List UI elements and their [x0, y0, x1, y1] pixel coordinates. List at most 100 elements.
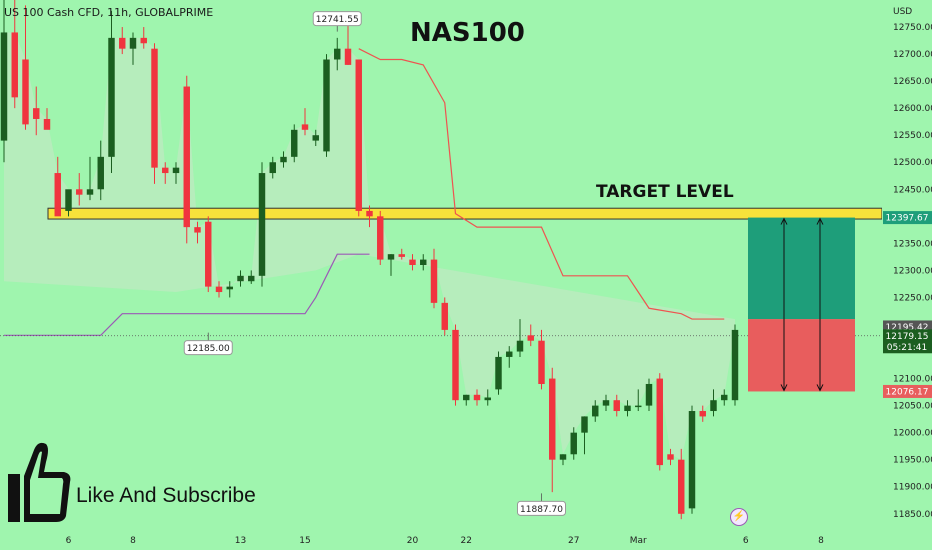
candle-body: [452, 329, 459, 401]
x-tick-label: 27: [568, 536, 579, 546]
price-axis: [882, 0, 932, 550]
candle-body: [581, 416, 588, 433]
candle-body: [484, 397, 491, 401]
candle-body: [549, 378, 556, 460]
y-tick-label: 11850.00: [893, 510, 932, 520]
candle-body: [635, 405, 642, 408]
price-tag-label: 12179.15: [886, 332, 929, 342]
candle-body: [54, 173, 61, 217]
y-tick-label: 12750.00: [893, 23, 932, 33]
y-tick-label: 11950.00: [893, 456, 932, 466]
price-tag-label: 12195.42: [886, 323, 929, 333]
candle-body: [678, 459, 685, 514]
candle-body: [602, 400, 610, 406]
candle-body: [366, 210, 373, 217]
candle-body: [248, 275, 255, 282]
take-profit-zone[interactable]: [748, 217, 855, 320]
y-tick-label: 12000.00: [893, 429, 932, 439]
price-tag-label: 12397.67: [886, 214, 929, 224]
annotation-box: [517, 500, 566, 516]
arrow-head: [780, 217, 788, 225]
y-tick-label: 12650.00: [893, 77, 932, 87]
candle-body: [226, 286, 233, 290]
candle-body: [0, 32, 8, 141]
candle-body: [194, 227, 201, 233]
support-line: [4, 253, 370, 336]
price-tag-label: 12076.17: [886, 387, 929, 397]
candle-body: [215, 286, 223, 293]
candle-body: [119, 37, 126, 49]
candle-body: [538, 340, 545, 384]
y-tick-label: 12550.00: [893, 131, 932, 141]
candle-body: [237, 275, 244, 282]
annotation-label: 11887.70: [520, 505, 563, 515]
target-level-label: TARGET LEVEL: [596, 182, 734, 202]
candle-body: [463, 394, 470, 401]
subscribe-text: Like And Subscribe: [76, 484, 256, 507]
annotation-box: [183, 340, 233, 356]
annotation-box: [312, 11, 362, 27]
candle-body: [108, 37, 115, 157]
candle-body: [398, 254, 405, 257]
y-tick-label: 12050.00: [893, 402, 932, 412]
x-tick-label: 8: [130, 536, 136, 546]
candle-body: [205, 221, 212, 287]
candle-body: [731, 329, 739, 401]
countdown-label: 05:21:41: [887, 343, 927, 353]
candle-body: [699, 411, 706, 417]
candle-body: [76, 189, 83, 195]
currency-label: USD: [893, 7, 912, 17]
candle-body: [140, 37, 147, 44]
y-tick-label: 12350.00: [893, 239, 932, 249]
stop-loss-zone[interactable]: [748, 319, 855, 392]
candle-body: [570, 432, 577, 455]
candle-body: [506, 351, 513, 357]
x-tick-label: 20: [407, 536, 419, 546]
candle-body: [710, 400, 717, 412]
candle-body: [258, 173, 266, 276]
candle-body: [344, 48, 352, 65]
candle-body: [420, 259, 427, 265]
candle-body: [129, 37, 137, 49]
candle-body: [430, 259, 438, 303]
thumbs-up-icon: [0, 436, 74, 531]
target-level-band: [47, 207, 883, 220]
chart-title: NAS100: [410, 18, 525, 48]
candle-body: [43, 118, 51, 130]
price-tag: [883, 329, 932, 354]
price-tag: [883, 211, 932, 225]
candle-body: [355, 59, 362, 211]
candle-body: [667, 454, 674, 460]
candle-body: [11, 32, 18, 98]
candle-body: [301, 124, 309, 130]
candle-body: [721, 394, 728, 401]
y-tick-label: 12300.00: [893, 266, 932, 276]
x-tick-label: 13: [235, 536, 246, 546]
annotation-label: 12185.00: [187, 344, 230, 354]
arrow-head: [780, 384, 788, 392]
lightning-icon[interactable]: ⚡: [730, 508, 748, 526]
y-tick-label: 11900.00: [893, 483, 932, 493]
candle-body: [613, 400, 620, 412]
candle-body: [624, 405, 631, 412]
candle-body: [334, 48, 341, 60]
symbol-header: US 100 Cash CFD, 11h, GLOBALPRIME: [4, 6, 214, 19]
y-tick-label: 12500.00: [893, 158, 932, 168]
annotation-label: 12741.55: [316, 15, 359, 25]
arrow-head: [816, 384, 824, 392]
candle-body: [495, 356, 502, 390]
candle-body: [441, 302, 448, 330]
candle-body: [291, 129, 298, 157]
candle-body: [645, 383, 653, 406]
candle-body: [86, 189, 94, 195]
candle-body: [473, 394, 481, 401]
candle-body: [377, 216, 384, 260]
y-tick-label: 12100.00: [893, 375, 932, 385]
candle-body: [559, 454, 567, 460]
candle-body: [527, 335, 534, 341]
x-tick-label: 22: [461, 536, 472, 546]
x-tick-label: 6: [743, 536, 749, 546]
candle-body: [97, 156, 104, 190]
candle-body: [387, 254, 395, 260]
